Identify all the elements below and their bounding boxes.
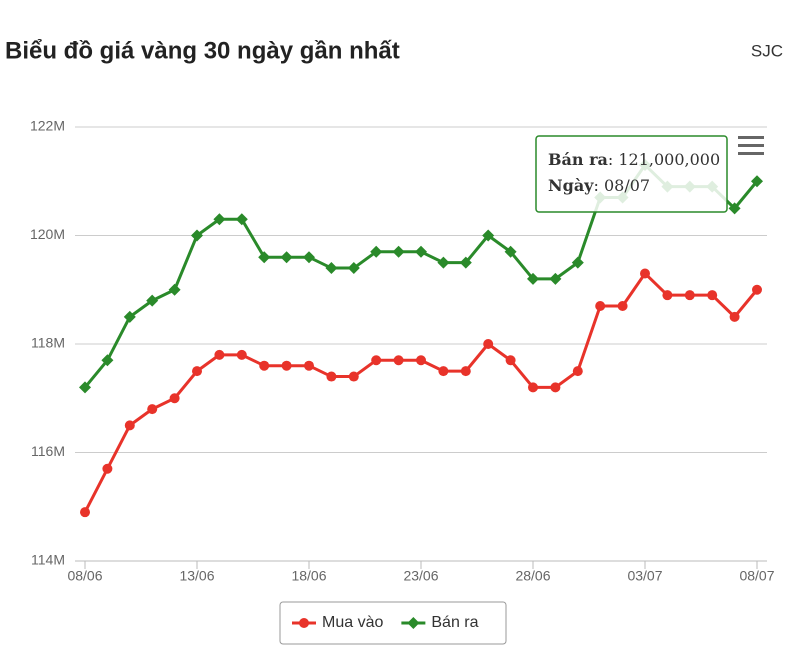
y-tick-label: 118M	[31, 335, 65, 351]
x-tick-label: 03/07	[627, 568, 662, 584]
legend-item[interactable]: Bán ra	[401, 614, 479, 631]
point	[123, 310, 136, 323]
point	[347, 262, 360, 275]
line	[83, 271, 759, 513]
point	[169, 393, 180, 404]
chart-title: Biểu đồ giá vàng 30 ngày gần nhất	[5, 37, 400, 64]
y-tick-label: 116M	[31, 443, 65, 459]
point	[751, 175, 763, 188]
x-tick-label: 13/06	[179, 568, 214, 584]
tooltip-date-label: Ngày	[548, 176, 594, 195]
point	[147, 404, 158, 415]
y-tick-label: 122M	[30, 118, 65, 134]
point	[124, 420, 135, 431]
point	[214, 349, 225, 360]
point	[416, 355, 426, 366]
point	[371, 355, 382, 366]
tooltip-line: Bán ra: 121,000,000	[548, 150, 720, 169]
point	[752, 284, 762, 295]
point	[236, 349, 247, 360]
x-tick-label: 08/06	[67, 568, 102, 584]
menu-icon[interactable]	[738, 136, 764, 155]
point	[571, 256, 584, 269]
point	[348, 371, 359, 382]
point	[505, 355, 516, 366]
point	[438, 366, 449, 377]
point	[415, 245, 427, 258]
point	[684, 290, 695, 301]
point	[213, 213, 226, 226]
point	[527, 272, 539, 285]
point	[280, 251, 293, 264]
legend-marker	[407, 617, 420, 629]
point	[191, 229, 203, 242]
point	[392, 245, 405, 258]
chart-subtitle: SJC	[751, 41, 783, 60]
point	[595, 301, 606, 312]
point	[662, 290, 673, 301]
tooltip-line: Ngày: 08/07	[548, 176, 650, 195]
point	[79, 381, 91, 394]
point	[707, 290, 718, 301]
point	[460, 366, 471, 377]
point	[393, 355, 404, 366]
x-tick-label: 08/07	[739, 568, 774, 584]
point	[504, 245, 517, 258]
tooltip-value: 121,000,000	[618, 150, 720, 169]
menu-bar	[738, 136, 764, 139]
point	[617, 301, 628, 312]
menu-bar	[738, 152, 764, 155]
point	[728, 202, 741, 215]
point	[325, 262, 338, 275]
x-tick-label: 28/06	[515, 568, 550, 584]
point	[304, 360, 314, 371]
point	[640, 268, 650, 279]
point	[303, 251, 315, 264]
legend-box	[279, 601, 507, 645]
x-tick-label: 18/06	[291, 568, 326, 584]
point	[482, 229, 495, 242]
point	[550, 382, 561, 393]
tooltip-sep: :	[593, 176, 603, 195]
point	[259, 360, 270, 371]
point	[102, 463, 113, 474]
point	[729, 311, 740, 322]
legend-item[interactable]: Mua vào	[292, 614, 383, 631]
x-tick-label: 23/06	[403, 568, 438, 584]
tooltip-box	[535, 135, 728, 213]
point	[549, 272, 562, 285]
tooltip-sep: :	[608, 150, 618, 169]
menu-bar	[738, 144, 764, 147]
legend: Mua vào Bán ra	[279, 601, 507, 645]
point	[146, 294, 159, 307]
tooltip-date: 08/07	[604, 176, 650, 195]
series	[80, 268, 762, 518]
point	[281, 360, 292, 371]
point	[192, 366, 202, 377]
point	[370, 245, 383, 258]
legend-label: Bán ra	[431, 614, 478, 631]
point	[235, 213, 248, 226]
y-tick-label: 120M	[30, 226, 65, 242]
point	[437, 256, 450, 269]
point	[459, 256, 472, 269]
point	[528, 382, 538, 393]
tooltip: Bán ra: 121,000,000 Ngày: 08/07	[535, 135, 728, 213]
point	[168, 283, 181, 296]
legend-marker	[299, 618, 309, 628]
point	[326, 371, 337, 382]
point	[80, 507, 90, 518]
point	[101, 354, 114, 367]
point	[258, 251, 271, 264]
tooltip-series: Bán ra	[548, 150, 608, 169]
y-tick-label: 114M	[31, 552, 65, 568]
legend-label: Mua vào	[322, 614, 383, 631]
point	[572, 366, 583, 377]
point	[483, 339, 494, 349]
